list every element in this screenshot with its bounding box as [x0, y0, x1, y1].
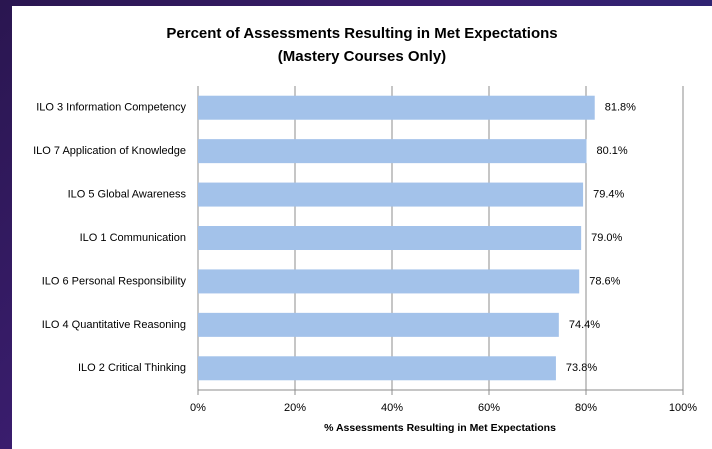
y-tick-label: ILO 4 Quantitative Reasoning — [42, 319, 186, 331]
bar — [198, 312, 559, 337]
bar — [198, 356, 556, 381]
bar — [198, 182, 584, 207]
value-label: 80.1% — [596, 145, 627, 157]
y-tick-label: ILO 7 Application of Knowledge — [33, 145, 186, 157]
y-tick-label: ILO 2 Critical Thinking — [78, 362, 186, 374]
chart-title: Percent of Assessments Resulting in Met … — [166, 25, 557, 42]
bar — [198, 139, 587, 164]
x-tick-label: 20% — [284, 402, 306, 414]
x-axis-label: % Assessments Resulting in Met Expectati… — [324, 422, 556, 434]
bar — [198, 269, 580, 294]
y-tick-label: ILO 5 Global Awareness — [68, 188, 187, 200]
y-tick-label: ILO 3 Information Competency — [36, 102, 186, 114]
bar — [198, 226, 582, 250]
x-tick-label: 0% — [190, 402, 206, 414]
bar — [198, 95, 595, 120]
y-tick-label: ILO 6 Personal Responsibility — [42, 275, 187, 287]
value-label: 73.8% — [566, 362, 597, 374]
y-tick-label: ILO 1 Communication — [80, 232, 186, 244]
x-tick-label: 100% — [669, 402, 697, 414]
value-label: 79.0% — [591, 232, 622, 244]
x-tick-label: 60% — [478, 402, 500, 414]
value-label: 81.8% — [605, 102, 636, 114]
value-label: 74.4% — [569, 319, 600, 331]
value-label: 78.6% — [589, 275, 620, 287]
x-tick-label: 80% — [575, 402, 597, 414]
chart-subtitle: (Mastery Courses Only) — [278, 48, 446, 65]
x-tick-label: 40% — [381, 402, 403, 414]
value-label: 79.4% — [593, 188, 624, 200]
